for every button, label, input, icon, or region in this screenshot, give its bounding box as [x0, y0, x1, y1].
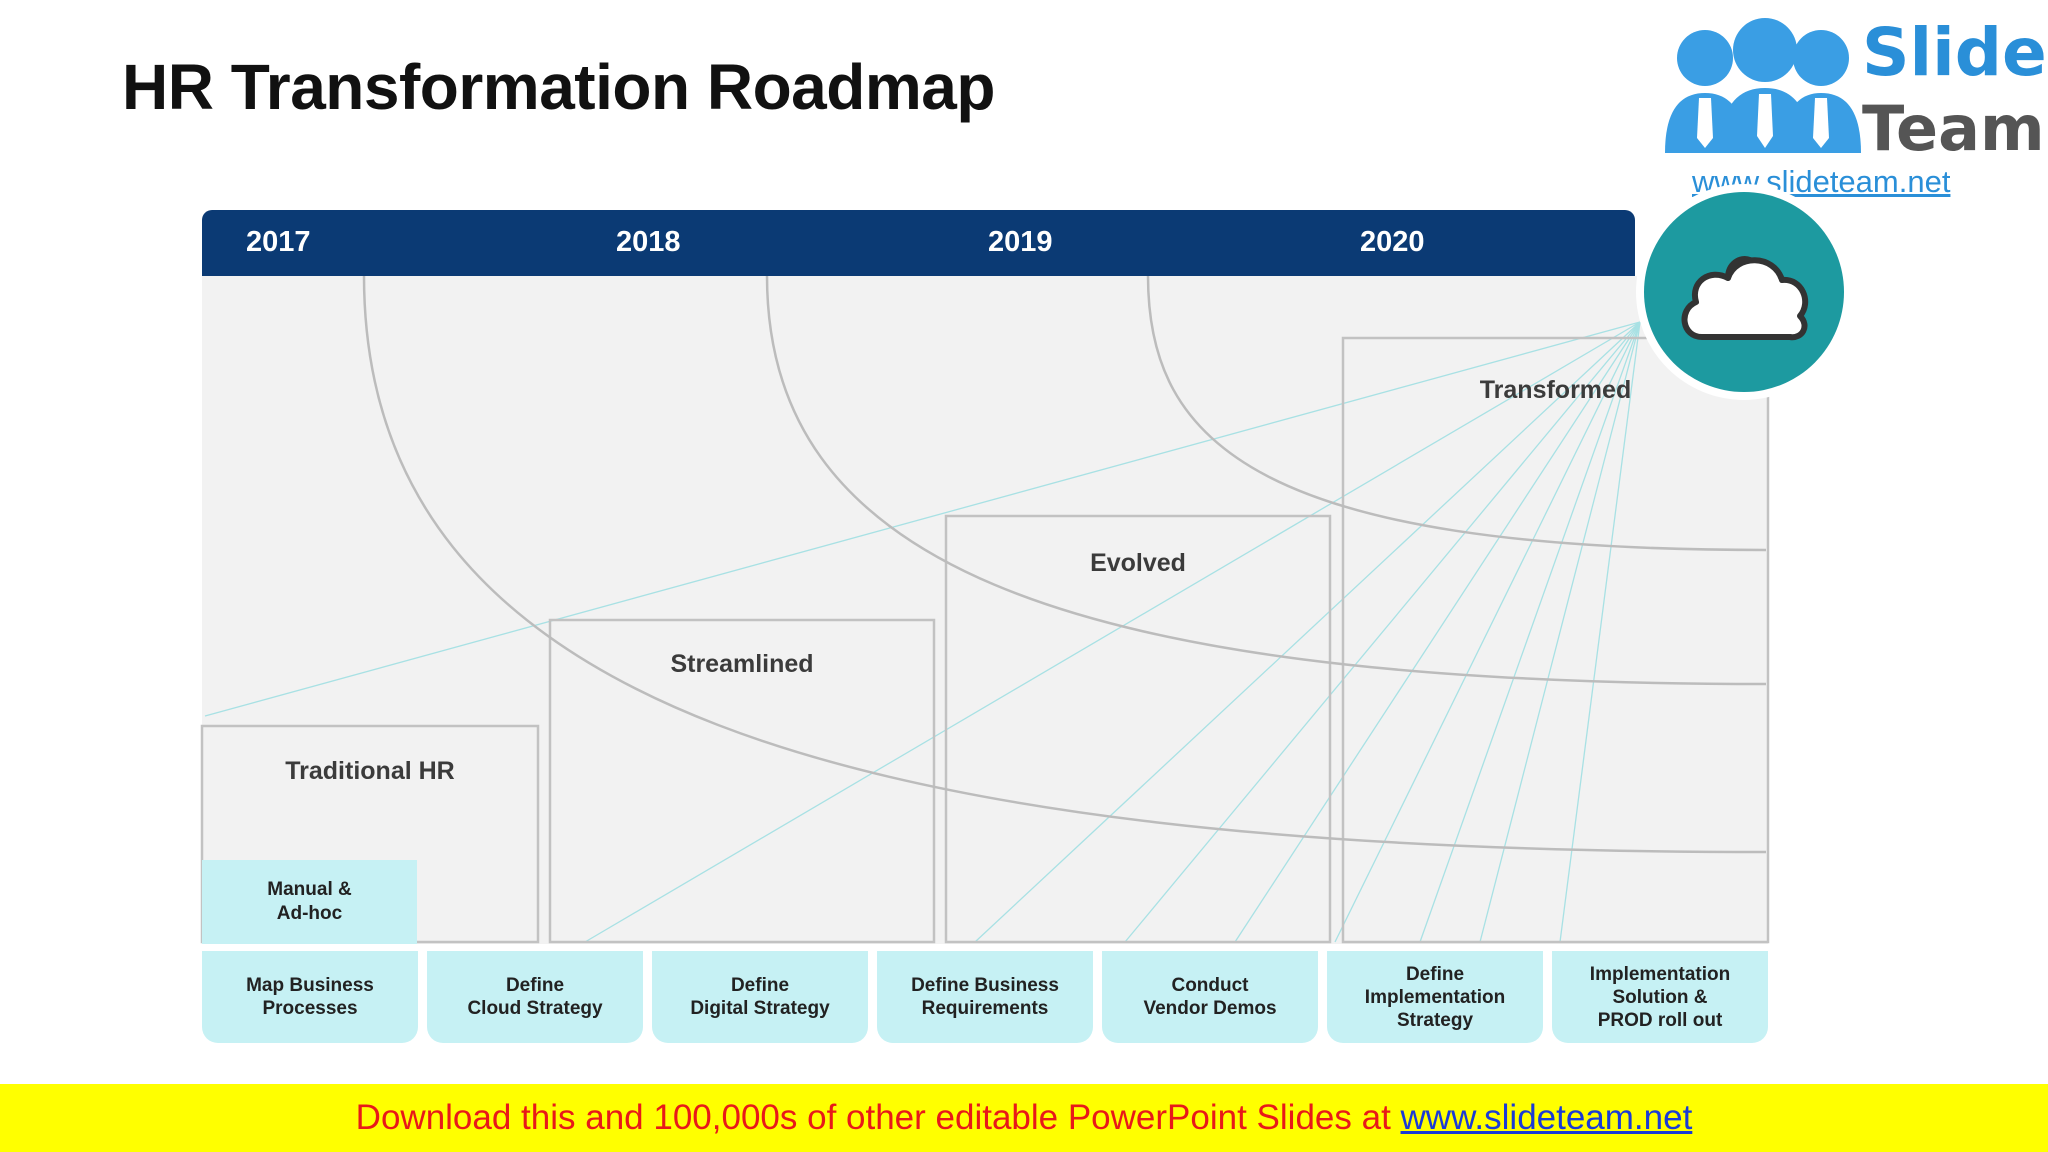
download-banner: Download this and 100,000s of other edit… [0, 1084, 2048, 1152]
cloud-icon [1681, 256, 1809, 341]
year-label-2018: 2018 [616, 226, 681, 258]
step-label-5: Conduct Vendor Demos [1143, 975, 1277, 1019]
step-label-1: Map Business Processes [246, 975, 374, 1019]
step-label-2: Define Cloud Strategy [467, 975, 603, 1019]
base-label-text: Manual & Ad-hoc [267, 879, 352, 924]
year-label-2019: 2019 [988, 226, 1053, 258]
page-title: HR Transformation Roadmap [122, 51, 995, 123]
year-label-2020: 2020 [1360, 226, 1425, 258]
banner-link[interactable]: www.slideteam.net [1400, 1098, 1693, 1137]
perspective-rays [204, 321, 1641, 943]
stage-label-evolved: Evolved [1090, 549, 1186, 577]
stage-box-evolved [944, 514, 1332, 944]
year-header-bar: 2017 2018 2019 2020 [202, 210, 1635, 276]
step-box-1: Map Business Processes [202, 951, 418, 1043]
banner-text: Download this and 100,000s of other edit… [355, 1098, 1401, 1137]
people-icon [1665, 18, 1861, 153]
step-box-2: Define Cloud Strategy [427, 951, 643, 1043]
step-box-7: Implementation Solution & PROD roll out [1552, 951, 1768, 1043]
growth-curves [362, 275, 1767, 854]
stage-box-transformed [1341, 336, 1770, 944]
roadmap-background-panel [202, 276, 1768, 944]
stage-box-streamlined [548, 618, 936, 944]
logo-text-slide: Slide [1862, 14, 2047, 91]
slideteam-logo[interactable]: Slide Team www.slideteam.net [1640, 0, 2047, 199]
year-label-2017: 2017 [246, 226, 311, 258]
stage-label-transformed: Transformed [1479, 376, 1632, 404]
step-box-3: Define Digital Strategy [652, 951, 868, 1043]
stage-label-traditional: Traditional HR [285, 757, 455, 785]
stage-label-streamlined: Streamlined [670, 650, 814, 678]
step-label-3: Define Digital Strategy [690, 975, 830, 1019]
cloud-badge [1644, 192, 1844, 392]
step-box-5: Conduct Vendor Demos [1102, 951, 1318, 1043]
step-box-4: Define Business Requirements [877, 951, 1093, 1043]
base-label-box: Manual & Ad-hoc [202, 860, 417, 944]
step-label-7: Implementation Solution & PROD roll out [1589, 963, 1731, 1031]
step-label-4: Define Business Requirements [911, 975, 1059, 1019]
step-label-6: Define Implementation Strategy [1364, 963, 1506, 1031]
logo-text-team: Team [1862, 92, 2045, 165]
step-box-6: Define Implementation Strategy [1327, 951, 1543, 1043]
